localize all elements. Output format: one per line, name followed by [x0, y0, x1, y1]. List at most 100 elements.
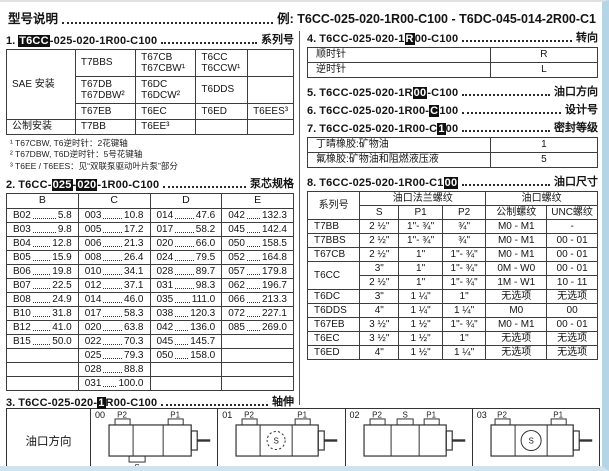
section-label: 泵芯规格 [250, 178, 294, 191]
section-3-heading-shaft-extension: 3. T6CC-025-020-1R00-C100 轴伸 [6, 393, 294, 409]
table-cell: 4" [359, 303, 400, 318]
table-cell: 031 100.0 [77, 375, 151, 391]
table-cell: 3 ½" [359, 331, 400, 346]
dot-leader [462, 130, 550, 132]
right-column: 4. T6CC-025-020-1R00-C100 转向 顺时针 R 逆时针 L 5.… [300, 29, 599, 405]
section-2-heading-pump-core: 2. T6CC-025-020-1R00-C100 泵芯规格 [6, 175, 294, 192]
section-label: 油口尺寸 [554, 176, 598, 188]
table-cell: - [546, 219, 598, 234]
port-direction-label: 油口方向 [7, 409, 91, 466]
table-cell: 无选项 [546, 331, 598, 346]
table-cell: 025 79.3 [77, 347, 151, 363]
table-header-cell: B [6, 193, 79, 209]
table-cell: 1" [398, 247, 443, 262]
two-column-area: 1. T6CC-025-020-1R00-C100 系列号 SAE 安装 T7BB… [6, 29, 599, 409]
table-cell: 3" [359, 289, 400, 304]
table-cell: 012 37.1 [77, 277, 151, 293]
table-cell: 油口法兰螺纹 [359, 191, 487, 206]
table-cell: 1 ½" [398, 331, 443, 346]
table-cell [247, 49, 294, 77]
section-label: 设计号 [565, 104, 598, 116]
table-cell: B07 22.5 [6, 277, 79, 293]
model-code: T6CC-025-020-1R00-C100 [18, 35, 158, 47]
table-cell: 1" [441, 289, 487, 304]
model-code: T6CC-025-020-1R00-C100 [18, 396, 158, 409]
table-cell: 1"- ¾" [441, 275, 487, 290]
table-cell: 005 17.2 [77, 221, 151, 237]
port-direction-strip: 油口方向 00 P2 P1 S 01 [6, 408, 600, 471]
highlighted-code-part: R [404, 33, 415, 45]
table-cell: M0 [485, 303, 548, 318]
table-cell: 00 - 01 [546, 247, 598, 262]
table-cell: 00 [546, 303, 598, 318]
table-cell [6, 361, 79, 377]
section-number: 8. [307, 177, 317, 189]
table-cell [221, 375, 294, 391]
table-cell: 062 196.7 [221, 277, 294, 293]
table-cell: P1 [398, 205, 443, 220]
table-cell: 公制螺纹 [485, 205, 548, 220]
section-7-heading-seal-class: 7. T6CC-025-020-1R00-C100 密封等级 [307, 119, 598, 135]
port-size-table: 系列号 油口法兰螺纹 油口螺纹 S P1 P2 公制螺纹 UNC螺纹 T7BB 2 ½" 1"- ¾… [306, 191, 598, 360]
highlighted-code-part: 00 [412, 87, 428, 99]
column-divider [299, 31, 300, 405]
table-cell: 035 111.0 [149, 291, 223, 307]
table-cell: 014 47.6 [149, 207, 223, 223]
port-label-s: S [402, 410, 407, 419]
model-code: T6CC-025-020-1R00-C100 [319, 177, 459, 189]
model-code: T6CC-025-020-1R00-C100 [319, 105, 459, 117]
table-cell: T6CC T6CCW¹ [195, 49, 249, 77]
port-label-s: S [134, 463, 139, 471]
table-cell: 1" [398, 275, 443, 290]
section-label: 系列号 [261, 34, 294, 46]
table-cell: 024 79.5 [149, 249, 223, 265]
table-header-cell: C [77, 193, 151, 209]
table-cell: T7BB [306, 219, 361, 234]
table-cell [247, 118, 294, 135]
table-cell: 系列号 [306, 191, 361, 220]
option-code: 03 [476, 410, 487, 420]
highlighted-code-part: 1 [97, 396, 106, 409]
table-cell [221, 347, 294, 363]
table-cell [221, 361, 294, 377]
dot-leader [161, 42, 257, 44]
section-number: 4. [307, 33, 317, 45]
table-cell: T7BB [74, 118, 137, 135]
table-cell: 006 21.3 [77, 235, 151, 251]
highlighted-code-part: T6CC [18, 35, 50, 47]
table-cell: 045 142.4 [221, 221, 294, 237]
table-cell: 公制安装 [6, 118, 76, 135]
table-cell: 042 136.0 [149, 319, 223, 335]
section-number: 2. [6, 179, 16, 192]
pump-diagram-02: P2 S P1 [362, 410, 465, 457]
table-cell: SAE 安装 [6, 49, 76, 120]
dot-leader [161, 403, 268, 406]
table-cell: 066 213.3 [221, 291, 294, 307]
model-code: T6CC-025-020-1R00-C100 [319, 123, 459, 135]
table-cell: T6EE³ [135, 118, 197, 135]
table-cell: 1 [489, 137, 599, 153]
table-cell: T6DC T6DCW² [135, 76, 197, 104]
footnote-2: ² T67DBW, T6D逆时针：5号花键轴 [10, 149, 143, 160]
highlighted-code-part: 00 [443, 177, 459, 189]
table-cell: T6DC [306, 289, 361, 304]
table-cell: 无选项 [485, 331, 548, 346]
table-cell: 008 26.4 [77, 249, 151, 265]
section-number: 5. [307, 87, 317, 99]
section-number: 3. [6, 396, 16, 409]
table-cell: 010 34.1 [77, 263, 151, 279]
option-code: 01 [222, 410, 233, 420]
table-cell: B03 9.8 [6, 221, 79, 237]
table-header-cell: E [221, 193, 294, 209]
table-cell: 逆时针 [307, 62, 491, 78]
table-cell: 022 70.3 [77, 333, 151, 349]
section-number: 7. [307, 123, 317, 135]
dot-leader [462, 184, 550, 186]
section-6-heading-design-number: 6. T6CC-025-020-1R00-C100 设计号 [307, 101, 598, 117]
table-cell: B06 19.8 [6, 263, 79, 279]
series-number-table: SAE 安装 T7BBS T67CB T67CBW¹ T6CC T6CCW¹ T67D… [6, 49, 294, 135]
model-code: T6CC-025-020-1R00-C100 [18, 179, 160, 192]
table-cell: T6CC [306, 261, 361, 290]
port-direction-option-00: 00 P2 P1 S [91, 409, 219, 471]
table-cell: 017 58.2 [149, 221, 223, 237]
